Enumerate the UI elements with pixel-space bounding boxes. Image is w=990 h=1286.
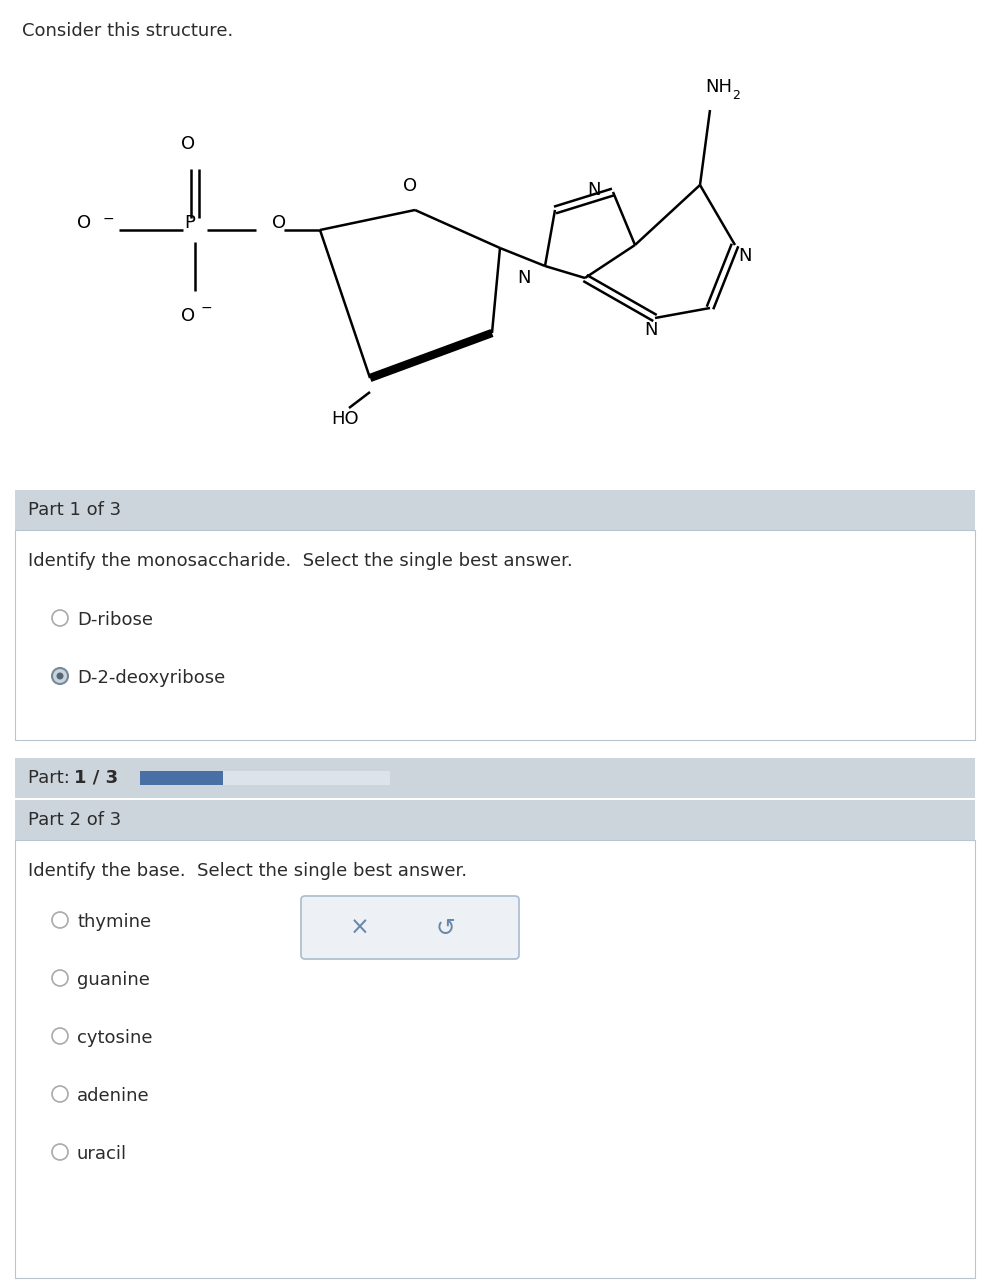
Text: NH: NH — [705, 78, 732, 96]
Text: Identify the base.  Select the single best answer.: Identify the base. Select the single bes… — [28, 862, 467, 880]
Circle shape — [52, 610, 68, 626]
Text: Part 1 of 3: Part 1 of 3 — [28, 502, 121, 520]
Circle shape — [52, 970, 68, 986]
Text: P: P — [184, 213, 195, 231]
Text: thymine: thymine — [77, 913, 151, 931]
Bar — [15, 800, 975, 840]
Text: N: N — [587, 181, 601, 199]
Text: N: N — [518, 269, 531, 287]
Text: O: O — [77, 213, 91, 231]
Text: ×: × — [350, 916, 370, 940]
Text: O: O — [403, 177, 417, 195]
Text: D-2-deoxyribose: D-2-deoxyribose — [77, 669, 226, 687]
Circle shape — [52, 912, 68, 928]
Bar — [15, 490, 975, 530]
Text: Consider this structure.: Consider this structure. — [22, 22, 234, 40]
Text: O: O — [272, 213, 286, 231]
Text: N: N — [738, 247, 751, 265]
Text: adenine: adenine — [77, 1087, 149, 1105]
Text: −: − — [103, 212, 115, 226]
Text: O: O — [181, 135, 195, 153]
Text: cytosine: cytosine — [77, 1029, 152, 1047]
Circle shape — [52, 1028, 68, 1044]
Bar — [140, 772, 223, 784]
Text: Identify the monosaccharide.  Select the single best answer.: Identify the monosaccharide. Select the … — [28, 552, 573, 570]
Bar — [140, 772, 390, 784]
Bar — [15, 530, 975, 739]
Text: Part 2 of 3: Part 2 of 3 — [28, 811, 121, 829]
Bar — [15, 757, 975, 799]
Text: D-ribose: D-ribose — [77, 611, 153, 629]
Circle shape — [56, 673, 63, 679]
Text: ↺: ↺ — [436, 916, 454, 940]
Text: HO: HO — [332, 410, 358, 428]
Text: uracil: uracil — [77, 1145, 127, 1163]
Text: 2: 2 — [732, 89, 740, 102]
FancyBboxPatch shape — [301, 896, 519, 959]
Circle shape — [52, 667, 68, 684]
Text: −: − — [201, 301, 213, 315]
Text: guanine: guanine — [77, 971, 149, 989]
Circle shape — [52, 1145, 68, 1160]
Text: 1 / 3: 1 / 3 — [74, 769, 118, 787]
Text: O: O — [181, 307, 195, 325]
Circle shape — [52, 1085, 68, 1102]
Text: N: N — [644, 322, 657, 340]
Text: Part:: Part: — [28, 769, 75, 787]
Bar — [15, 840, 975, 1278]
